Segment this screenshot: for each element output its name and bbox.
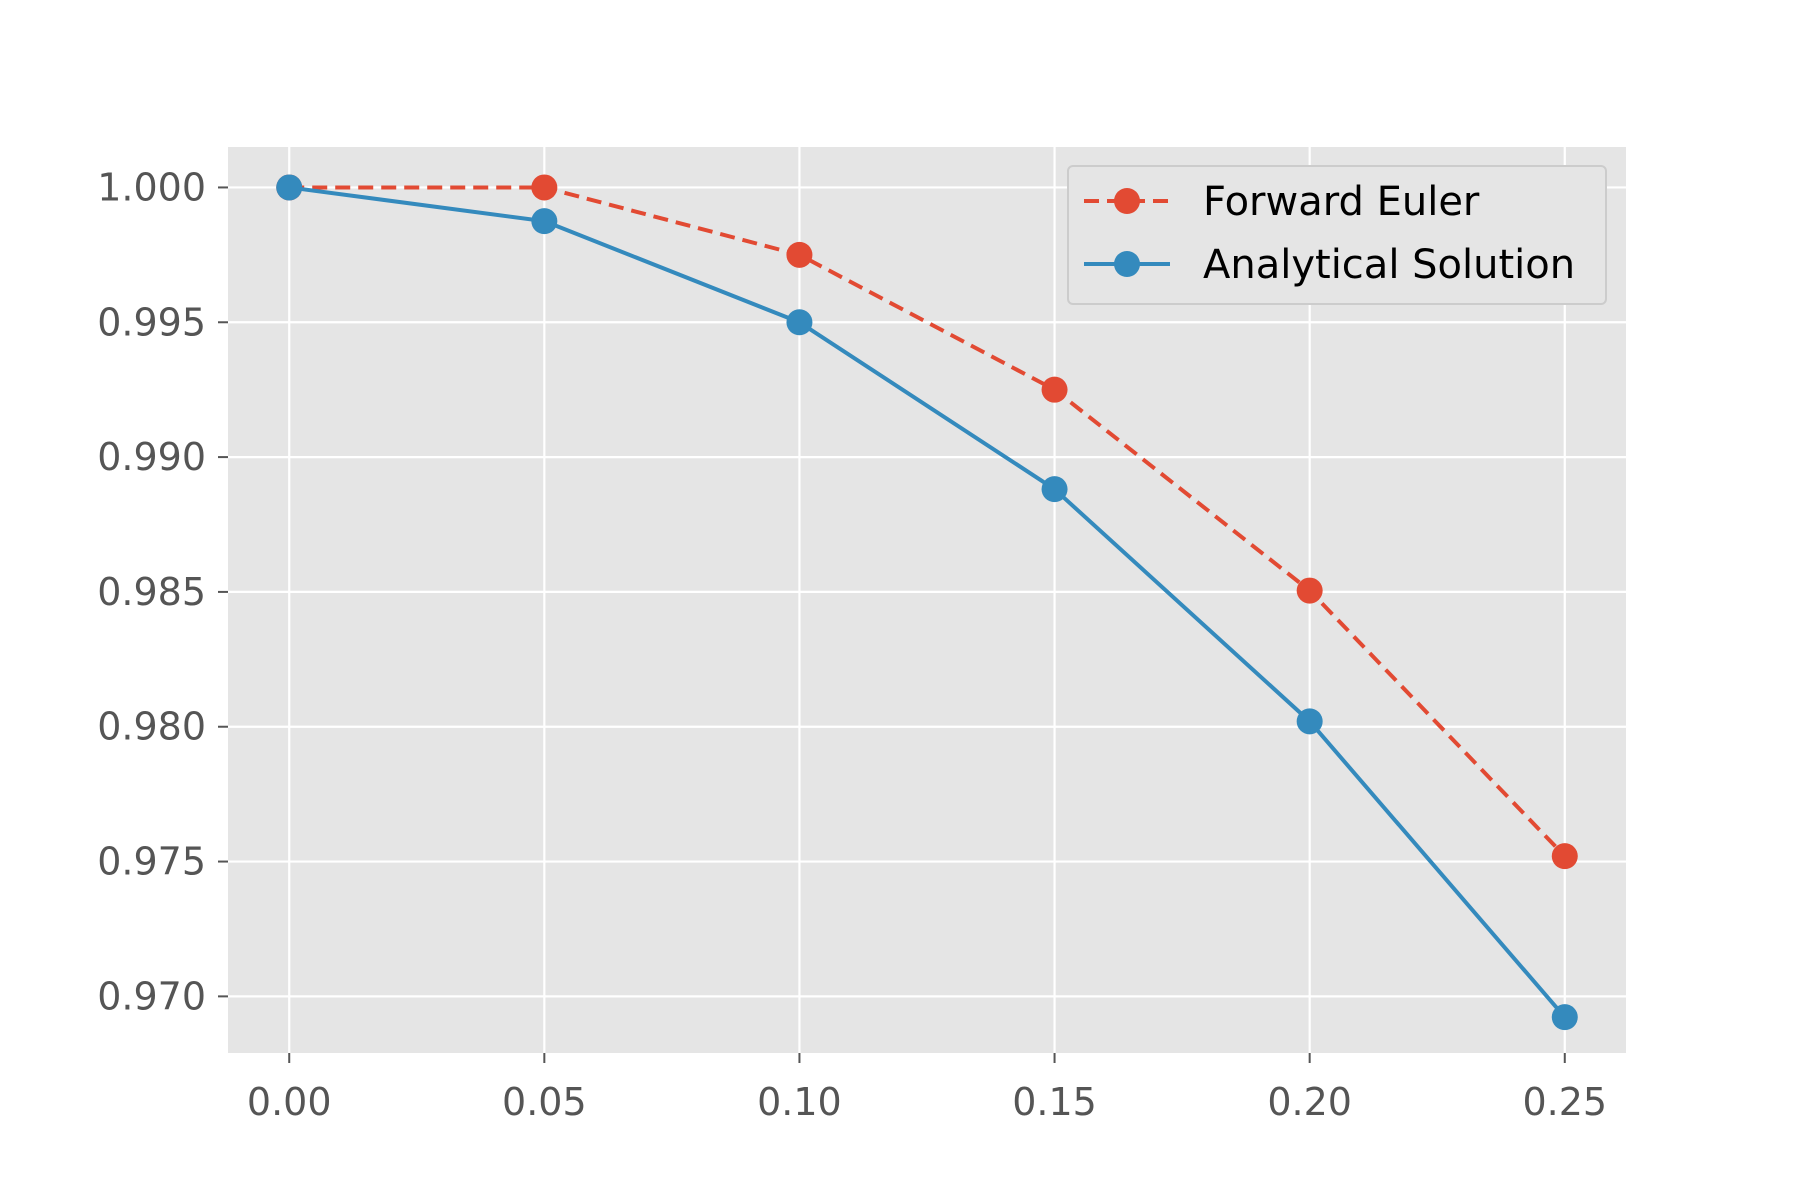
data-point [1296, 708, 1323, 735]
series-layer [276, 174, 1578, 1031]
legend-marker-swatch [1114, 251, 1140, 277]
y-tick-label: 0.990 [97, 435, 206, 479]
x-tick-label: 0.20 [1267, 1080, 1352, 1124]
legend: Forward Euler Analytical Solution [1067, 165, 1607, 305]
data-point [1551, 843, 1578, 870]
series-analytical-solution [276, 174, 1578, 1031]
data-point [1041, 376, 1068, 403]
data-point [786, 241, 813, 268]
y-tick-label: 0.980 [97, 705, 206, 749]
data-point [786, 309, 813, 336]
x-tick-label: 0.05 [502, 1080, 587, 1124]
series-line [289, 185, 1567, 858]
x-tick-label: 0.00 [247, 1080, 332, 1124]
data-point [276, 174, 303, 201]
data-point [1551, 1004, 1578, 1031]
y-tick-label: 0.970 [97, 974, 206, 1018]
legend-label: Forward Euler [1203, 179, 1480, 225]
data-point [1296, 577, 1323, 604]
data-point [531, 174, 558, 201]
y-tick-label: 1.000 [97, 165, 206, 209]
y-tick-label: 0.985 [97, 570, 206, 614]
legend-label: Analytical Solution [1203, 242, 1575, 288]
x-tick-label: 0.15 [1012, 1080, 1097, 1124]
data-point [531, 208, 558, 235]
series-line [288, 185, 1567, 1019]
x-tick-label: 0.10 [757, 1080, 842, 1124]
x-tick-label: 0.25 [1522, 1080, 1607, 1124]
data-point [1041, 476, 1068, 503]
legend-marker-swatch [1114, 188, 1140, 214]
legend-entry: Analytical Solution [1084, 242, 1575, 288]
legend-box [1067, 165, 1607, 305]
y-tick-label: 0.975 [97, 840, 206, 884]
y-tick-label: 0.995 [97, 300, 206, 344]
axis-ticks: 0.00 0.05 0.10 0.15 0.20 0.25 1.000 0.995 0.990 0… [97, 165, 1607, 1124]
legend-entry: Forward Euler [1084, 179, 1480, 225]
